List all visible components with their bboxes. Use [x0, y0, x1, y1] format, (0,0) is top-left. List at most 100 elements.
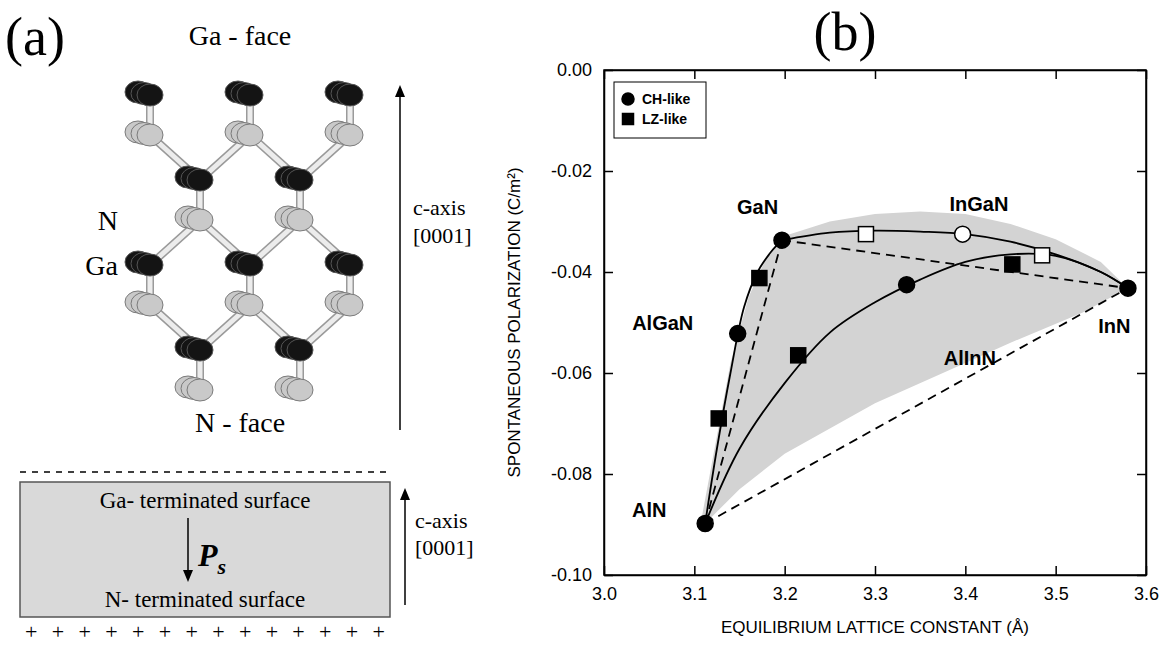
tick: [1137, 70, 1146, 71]
axis-label: [0001]: [413, 223, 472, 248]
tick: 3.3: [863, 566, 888, 604]
n-atom: [187, 379, 213, 401]
data-point: [955, 226, 971, 242]
ga-atom: [187, 169, 213, 191]
tick: 0.00: [557, 60, 613, 80]
tick-mark: [1137, 474, 1146, 476]
data-point: [1035, 248, 1050, 263]
ga-atom: [237, 254, 263, 276]
tick-mark: [784, 566, 786, 575]
tick-mark: [875, 566, 877, 575]
ga-atom: [237, 84, 263, 106]
tick: [1137, 575, 1146, 576]
arrow-head: [183, 570, 193, 582]
ga-atom: [287, 169, 313, 191]
tick-label: 3.4: [953, 584, 978, 604]
arrow-head: [400, 488, 410, 500]
tick-label: 0.00: [557, 60, 592, 80]
ga-atom: [187, 339, 213, 361]
tick: [1137, 474, 1146, 475]
tick-mark: [1137, 272, 1146, 274]
data-point: [730, 326, 746, 342]
n-atom: [337, 124, 363, 146]
tick-mark: [604, 70, 606, 79]
n-atom: [287, 379, 313, 401]
tick-label: 3.6: [1134, 584, 1159, 604]
tick-mark: [1137, 171, 1146, 173]
n-atom: [137, 294, 163, 316]
dashed-line: [782, 240, 1128, 288]
tick: 3.1: [682, 566, 707, 604]
legend-box: [614, 82, 706, 138]
tick: [694, 70, 695, 79]
tick-label: -0.08: [551, 464, 592, 484]
tick-mark: [1137, 575, 1146, 577]
plot-area: [697, 211, 1136, 531]
compound-label: AlN: [632, 499, 666, 521]
tick: 3.4: [953, 566, 978, 604]
tick: -0.06: [551, 363, 613, 383]
atoms: [125, 81, 363, 401]
tick: -0.02: [551, 161, 613, 181]
slab-bottom-label: N- terminated surface: [105, 587, 306, 612]
compound-label: InN: [1098, 315, 1130, 337]
tick: [875, 70, 876, 79]
panel-label: (a): [5, 7, 65, 67]
data-point: [858, 227, 873, 242]
slab-top-label: Ga- terminated surface: [100, 488, 311, 513]
n-atom: [237, 294, 263, 316]
legend-marker: [622, 93, 634, 105]
tick-mark: [694, 70, 696, 79]
tick-mark: [965, 566, 967, 575]
tick: [785, 70, 786, 79]
n-atom: [137, 124, 163, 146]
tick: [1137, 272, 1146, 273]
data-point: [791, 348, 806, 363]
bowing-curve: [705, 254, 1128, 524]
bottom-label: N - face: [195, 407, 285, 438]
tick-label: -0.02: [551, 161, 592, 181]
ga-atom: [137, 84, 163, 106]
ga-atom: [337, 254, 363, 276]
polarization-subscript: s: [217, 554, 227, 579]
n-atom: [337, 294, 363, 316]
dashed-line: [705, 240, 782, 523]
axis-line: [1146, 71, 1148, 576]
tick-label: 3.0: [592, 584, 617, 604]
axis-line: [604, 71, 606, 576]
tick: -0.04: [551, 262, 613, 282]
surface-charge-positive: + + + + + + + + + + + + + +: [25, 619, 385, 644]
tick: [965, 70, 966, 79]
x-axis-top: [605, 70, 1147, 79]
arrow-shaft: [404, 498, 406, 605]
compound-label: AlInN: [944, 347, 996, 369]
x-axis-title: EQUILIBRIUM LATTICE CONSTANT (Å): [721, 618, 1029, 637]
n-atom: [187, 209, 213, 231]
tick-label: 3.2: [773, 584, 798, 604]
bowing-curve: [782, 231, 1128, 289]
tick-mark: [1055, 566, 1057, 575]
legend-label: LZ-like: [642, 111, 687, 127]
tick-mark: [965, 70, 967, 79]
tick: [604, 70, 605, 79]
arrow-shaft: [399, 95, 401, 430]
tick-mark: [784, 70, 786, 79]
tick-mark: [1137, 70, 1146, 72]
tick-mark: [604, 474, 613, 476]
tick-mark: [604, 171, 613, 173]
tick: 3.2: [773, 566, 798, 604]
slab: [20, 482, 390, 617]
atom-label: Ga: [85, 250, 118, 281]
tick-mark: [694, 566, 696, 575]
tick-mark: [875, 70, 877, 79]
tick-label: -0.06: [551, 363, 592, 383]
data-point: [752, 271, 767, 286]
axis-label: c-axis: [413, 195, 466, 220]
axis-label: c-axis: [415, 508, 468, 533]
tick-mark: [1055, 70, 1057, 79]
compound-label: AlGaN: [632, 312, 693, 334]
data-point: [1120, 280, 1136, 296]
tick: [1137, 373, 1146, 374]
tick: [1056, 70, 1057, 79]
bowing-curve: [705, 240, 782, 523]
